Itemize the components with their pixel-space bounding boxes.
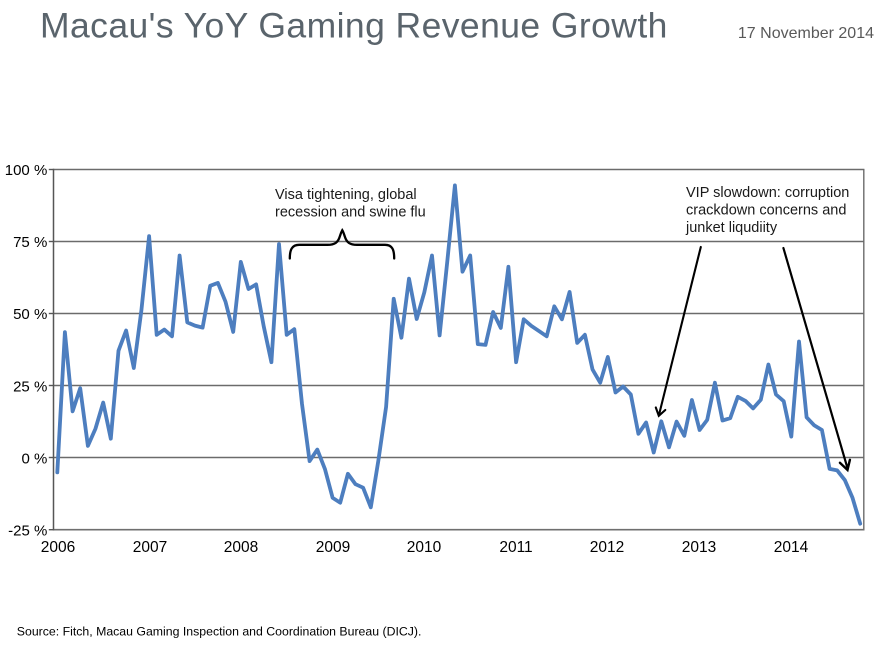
svg-text:2010: 2010: [407, 539, 442, 556]
svg-text:recession and swine flu: recession and swine flu: [275, 205, 426, 221]
svg-text:junket liqudiity: junket liqudiity: [685, 220, 778, 236]
svg-text:75 %: 75 %: [13, 234, 47, 251]
svg-text:VIP slowdown: corruption: VIP slowdown: corruption: [686, 185, 849, 201]
svg-text:-25 %: -25 %: [8, 523, 47, 540]
svg-text:Macau's YoY Gaming Revenue Gro: Macau's YoY Gaming Revenue Growth: [40, 5, 668, 45]
svg-text:2012: 2012: [590, 539, 624, 556]
svg-text:2014: 2014: [774, 539, 809, 556]
svg-text:2013: 2013: [682, 539, 716, 556]
svg-text:25 %: 25 %: [13, 378, 47, 395]
svg-text:Visa tightening, global: Visa tightening, global: [275, 187, 417, 203]
svg-text:2011: 2011: [499, 539, 532, 556]
svg-text:2008: 2008: [224, 539, 258, 556]
svg-text:17 November 2014: 17 November 2014: [738, 25, 874, 42]
svg-text:0 %: 0 %: [21, 450, 47, 467]
svg-text:2007: 2007: [133, 539, 167, 556]
svg-text:Source: Fitch, Macau Gaming In: Source: Fitch, Macau Gaming Inspection a…: [17, 625, 422, 639]
svg-text:crackdown concerns and: crackdown concerns and: [686, 203, 846, 219]
svg-text:2006: 2006: [41, 539, 75, 556]
svg-text:50 %: 50 %: [13, 306, 47, 323]
svg-text:2009: 2009: [316, 539, 350, 556]
svg-text:100 %: 100 %: [5, 162, 48, 179]
